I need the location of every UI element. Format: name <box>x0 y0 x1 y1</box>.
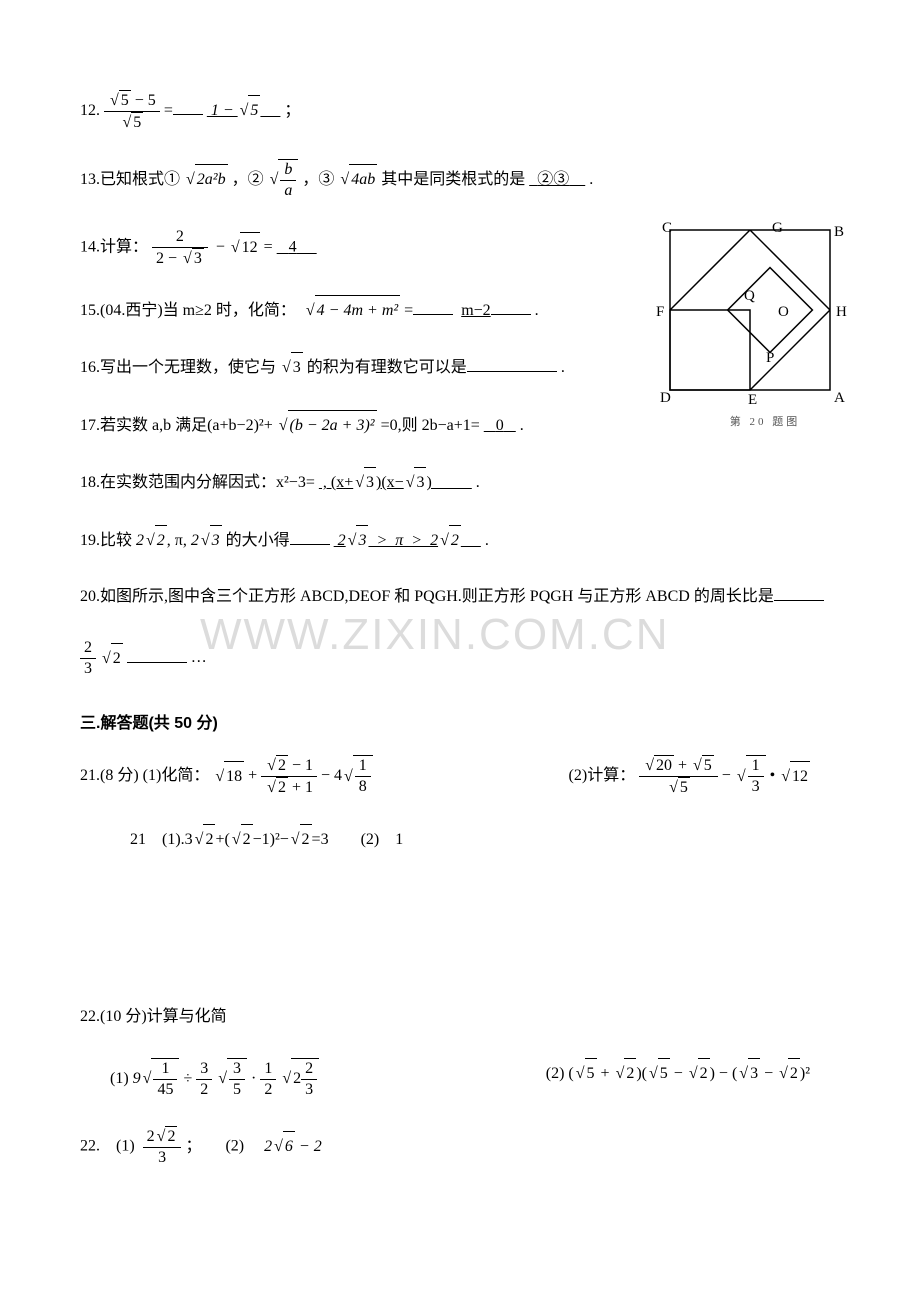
q21: 21.(8 分) (1)化简： 18 + 2 − 12 + 1 − 418 (2… <box>80 755 840 798</box>
q14: 14.计算： 22 − 3 − 12 = 4 <box>80 227 840 269</box>
q12: 12. 5 − 55 = 1 − 5 ； <box>80 90 840 133</box>
q22-parts: (1) 9145 ÷ 32 35 · 12 223 (2) (5 + 2)(5 … <box>80 1058 840 1100</box>
q20: 20.如图所示,图中含三个正方形 ABCD,DEOF 和 PQGH.则正方形 P… <box>80 582 840 612</box>
q21-answer: 21 (1).32+(2−1)²−2=3 (2) 1 <box>130 824 840 855</box>
q22-answer: 22. (1) 223 ； (2) 26 − 2 <box>80 1126 840 1168</box>
q15: 15.(04.西宁)当 m≥2 时，化简： 4 − 4m + m² = m−2 … <box>80 295 840 326</box>
q19: 19.比较 22, π, 23 的大小得 23 > π > 22 . <box>80 525 840 556</box>
q18: 18.在实数范围内分解因式：x²−3= , (x+3)(x−3) . <box>80 467 840 498</box>
q22: 22.(10 分)计算与化简 <box>80 1002 840 1032</box>
q17: 17.若实数 a,b 满足(a+b−2)²+ (b − 2a + 3)² =0,… <box>80 410 640 441</box>
section-3-title: 三.解答题(共 50 分) <box>80 709 840 733</box>
q13: 13.已知根式① 2a²b ，② ba ，③ 4ab 其中是同类根式的是 ②③ … <box>80 159 840 201</box>
q20-answer: 23 2 … <box>80 638 840 679</box>
q16: 16.写出一个无理数，使它与 3 的积为有理数它可以是 . <box>80 352 840 383</box>
